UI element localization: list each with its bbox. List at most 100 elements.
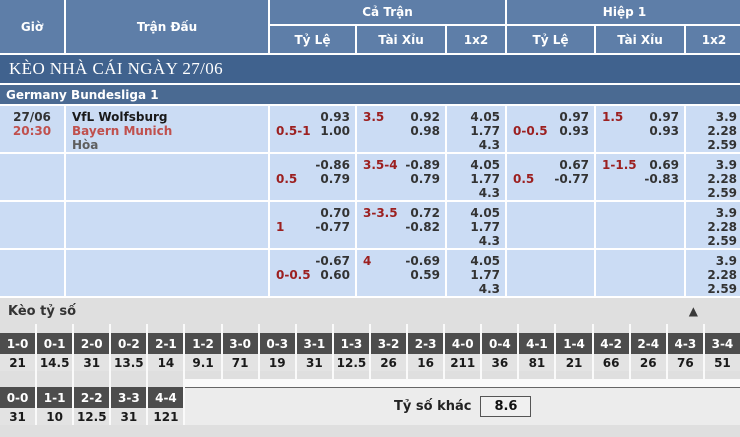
ft-1x2-cell: 4.05 1.77 4.3	[444, 152, 508, 202]
score-cell[interactable]: 4-0	[445, 333, 481, 354]
score-cell[interactable]: 0-4	[482, 333, 518, 354]
odds-value: 0.69	[649, 158, 680, 172]
score-cell[interactable]: 0-1	[37, 333, 73, 354]
match-cell[interactable]: VfL Wolfsburg Bayern Munich Hòa	[64, 104, 270, 154]
odds-value: 2.28	[707, 124, 738, 138]
odds-value: 4.05	[470, 254, 501, 268]
score-odds: 121	[148, 408, 184, 425]
score-cell[interactable]: 2-2	[74, 387, 110, 408]
score-column: 3-3 31	[111, 379, 147, 425]
draw-label: Hòa	[72, 138, 99, 152]
odds-value: 3.9	[715, 254, 738, 268]
score-odds: 16	[408, 354, 444, 371]
score-cell[interactable]: 1-2	[185, 333, 221, 354]
score-column: 4-3 76	[667, 324, 703, 379]
handicap-value: 1	[276, 220, 285, 234]
col-header-match: Trận Đấu	[64, 0, 270, 55]
ft-over-under-cell: 3.5 0.92 0.98	[355, 104, 447, 154]
score-cell[interactable]: 3-0	[222, 333, 258, 354]
score-grid-row1: 1-0 21 0-1 14.5 2-0 31 0-2 13.5	[0, 324, 740, 379]
odds-value: 0.93	[320, 110, 350, 124]
ft-over-under-cell: 3.5-4 -0.89 0.79	[355, 152, 447, 202]
score-odds: 31	[0, 408, 36, 425]
match-time	[1, 220, 63, 234]
score-cell[interactable]: 3-4	[704, 333, 740, 354]
other-score-label: Tỷ số khác	[394, 399, 472, 414]
league-bar: Germany Bundesliga 1	[0, 83, 740, 106]
ft-1x2-cell: 4.05 1.77 4.3	[444, 200, 508, 250]
match-date	[1, 206, 63, 220]
odds-value: 0.60	[320, 268, 350, 282]
score-odds: 14.5	[37, 354, 73, 371]
odds-value: -0.77	[315, 220, 350, 234]
handicap-value: 3.5-4	[363, 158, 398, 172]
away-team	[72, 268, 267, 282]
odds-value: 4.05	[470, 158, 501, 172]
odds-value: -0.89	[405, 158, 440, 172]
time-cell	[0, 152, 66, 202]
score-cell[interactable]: 2-4	[630, 333, 666, 354]
other-score-value: 8.6	[480, 396, 532, 417]
score-cell[interactable]: 4-1	[519, 333, 555, 354]
score-cell[interactable]: 2-1	[148, 333, 184, 354]
score-cell[interactable]: 4-2	[593, 333, 629, 354]
score-column: 0-2 13.5	[111, 324, 147, 379]
odds-row: -0.86 0.5 0.79 3.5-4 -0.89 0.79 4.05 1.77 …	[0, 152, 740, 202]
score-cell[interactable]: 3-1	[296, 333, 332, 354]
score-cell[interactable]: 0-2	[111, 333, 147, 354]
odds-value: -0.77	[554, 172, 590, 186]
score-cell[interactable]: 3-2	[370, 333, 407, 354]
draw-label	[72, 234, 267, 247]
score-odds: 71	[222, 354, 258, 371]
score-odds: 31	[296, 354, 332, 371]
score-cell[interactable]: 2-3	[408, 333, 444, 354]
odds-value: 3.9	[715, 158, 738, 172]
score-cell[interactable]: 1-4	[556, 333, 592, 354]
score-cell[interactable]: 2-0	[74, 333, 110, 354]
odds-value: 1.00	[320, 124, 350, 138]
odds-row: 27/06 20:30 VfL Wolfsburg Bayern Munich …	[0, 104, 740, 154]
other-score-panel: Tỷ số khác 8.6	[185, 387, 740, 425]
odds-value: 0.70	[320, 206, 350, 220]
score-odds: 10	[37, 408, 73, 425]
handicap-value: 3.5	[363, 110, 385, 124]
section-title-bar: KÈO NHÀ CÁI NGÀY 27/06	[0, 53, 740, 85]
league-name: Germany Bundesliga 1	[6, 87, 159, 102]
h1-over-under-cell: 1-1.5 0.69 -0.83	[594, 152, 687, 202]
score-column: 1-3 12.5	[333, 324, 369, 379]
collapse-arrow-icon[interactable]: ▲	[688, 304, 698, 318]
home-team	[72, 254, 267, 268]
handicap-value: 1-1.5	[602, 158, 637, 172]
subheader-handicap-ft: Tỷ Lệ	[268, 24, 357, 55]
odds-value: 4.05	[470, 206, 501, 220]
match-cell[interactable]	[64, 248, 270, 298]
score-cell[interactable]: 0-3	[259, 333, 295, 354]
score-odds: 66	[593, 354, 629, 371]
match-date	[1, 254, 63, 268]
match-cell[interactable]	[64, 200, 270, 250]
handicap-value: 0-0.5	[276, 268, 311, 282]
away-team: Bayern Munich	[72, 124, 173, 138]
score-cell[interactable]: 1-1	[37, 387, 73, 408]
handicap-value: 3-3.5	[363, 206, 398, 220]
odds-value: 2.59	[707, 234, 738, 248]
score-odds: 211	[445, 354, 481, 371]
odds-value: 0.93	[649, 124, 680, 138]
score-cell[interactable]: 0-0	[0, 387, 36, 408]
home-team: VfL Wolfsburg	[72, 110, 168, 124]
score-cell[interactable]: 1-0	[0, 333, 36, 354]
score-cell[interactable]: 4-3	[667, 333, 703, 354]
ft-1x2-cell: 4.05 1.77 4.3	[444, 248, 508, 298]
score-cell[interactable]: 1-3	[333, 333, 369, 354]
subheader-handicap-h1: Tỷ Lệ	[505, 24, 597, 55]
match-cell[interactable]	[64, 152, 270, 202]
score-cell[interactable]: 3-3	[111, 387, 147, 408]
h1-handicap-cell: 0.67 0.5 -0.77	[505, 152, 597, 202]
score-cell[interactable]: 4-4	[148, 387, 184, 408]
ft-handicap-cell: 0.70 1 -0.77	[268, 200, 357, 250]
score-odds: 21	[556, 354, 592, 371]
match-date	[1, 158, 63, 172]
time-cell	[0, 248, 66, 298]
ft-handicap-cell: 0.93 0.5-1 1.00	[268, 104, 357, 154]
draw-label	[72, 282, 267, 295]
